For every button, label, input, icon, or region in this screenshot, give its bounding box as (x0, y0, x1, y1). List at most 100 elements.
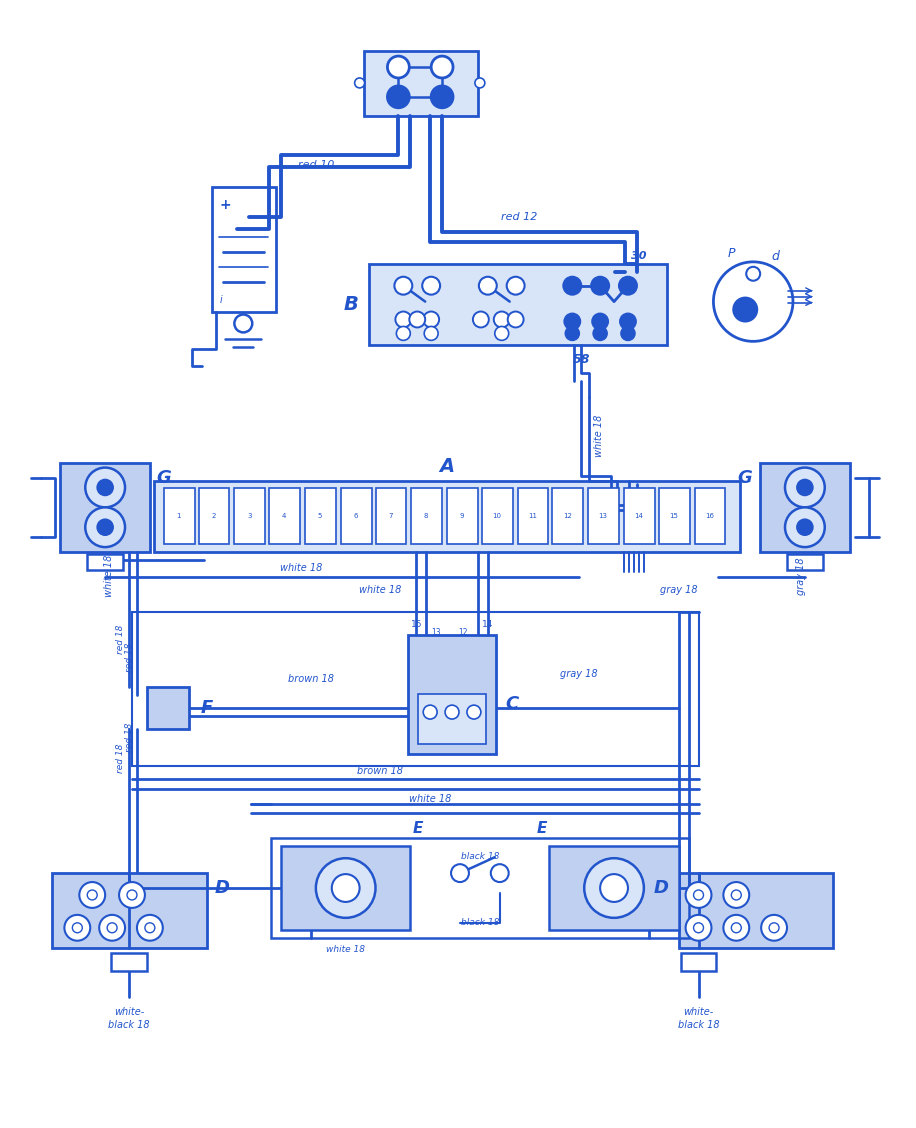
Circle shape (600, 874, 628, 902)
Text: 13: 13 (599, 513, 607, 519)
Circle shape (137, 915, 163, 941)
Circle shape (564, 314, 580, 329)
Text: 6: 6 (354, 513, 358, 519)
Text: black 18: black 18 (461, 918, 499, 927)
Text: white 18: white 18 (359, 584, 401, 594)
Circle shape (479, 276, 496, 294)
Text: D: D (215, 879, 230, 897)
FancyBboxPatch shape (212, 187, 276, 311)
Text: white 18: white 18 (409, 794, 452, 803)
FancyBboxPatch shape (60, 462, 150, 552)
Text: 11: 11 (528, 513, 537, 519)
FancyBboxPatch shape (147, 687, 189, 729)
Circle shape (451, 864, 469, 882)
Circle shape (396, 311, 411, 327)
FancyBboxPatch shape (411, 488, 442, 544)
Circle shape (97, 479, 113, 495)
Circle shape (685, 915, 712, 941)
FancyBboxPatch shape (588, 488, 619, 544)
Text: black 18: black 18 (108, 1020, 150, 1030)
Text: +: + (220, 199, 231, 212)
Text: white 18: white 18 (279, 563, 322, 573)
Text: E: E (413, 821, 423, 836)
Text: 58: 58 (572, 353, 590, 365)
Circle shape (714, 262, 793, 342)
FancyBboxPatch shape (111, 953, 147, 970)
Circle shape (467, 705, 481, 719)
Circle shape (619, 276, 637, 294)
FancyBboxPatch shape (305, 488, 336, 544)
FancyBboxPatch shape (376, 488, 407, 544)
Circle shape (507, 311, 524, 327)
Text: 13: 13 (431, 628, 441, 637)
Text: 9: 9 (460, 513, 464, 519)
Text: white 18: white 18 (104, 555, 114, 597)
FancyBboxPatch shape (409, 635, 496, 754)
Text: red 10: red 10 (298, 160, 334, 170)
Text: B: B (344, 296, 358, 314)
Circle shape (387, 56, 409, 78)
FancyBboxPatch shape (269, 488, 300, 544)
Circle shape (422, 276, 440, 294)
Text: 4: 4 (282, 513, 286, 519)
FancyBboxPatch shape (199, 488, 229, 544)
Text: white 18: white 18 (594, 415, 605, 457)
Text: gray 18: gray 18 (660, 584, 697, 594)
Circle shape (99, 915, 125, 941)
Circle shape (423, 705, 437, 719)
Text: G: G (736, 468, 752, 486)
Text: E: E (536, 821, 547, 836)
Circle shape (409, 311, 425, 327)
FancyBboxPatch shape (341, 488, 372, 544)
Text: 15: 15 (410, 620, 422, 629)
Text: 16: 16 (705, 513, 714, 519)
Text: white 18: white 18 (326, 945, 365, 954)
FancyBboxPatch shape (52, 873, 206, 948)
Circle shape (621, 326, 635, 341)
Circle shape (64, 915, 91, 941)
Circle shape (234, 315, 252, 333)
FancyBboxPatch shape (368, 264, 667, 345)
FancyBboxPatch shape (552, 488, 583, 544)
Circle shape (685, 882, 712, 908)
Circle shape (423, 311, 439, 327)
FancyBboxPatch shape (679, 873, 833, 948)
FancyBboxPatch shape (550, 846, 679, 929)
Circle shape (431, 86, 453, 108)
Circle shape (424, 326, 438, 341)
Circle shape (747, 267, 760, 281)
Text: white-: white- (114, 1007, 144, 1017)
Text: 10: 10 (492, 513, 501, 519)
FancyBboxPatch shape (419, 694, 485, 743)
Text: 5: 5 (318, 513, 322, 519)
Text: 14: 14 (635, 513, 643, 519)
Circle shape (97, 519, 113, 535)
Circle shape (734, 298, 758, 321)
FancyBboxPatch shape (760, 462, 850, 552)
Circle shape (474, 78, 485, 88)
Circle shape (445, 705, 459, 719)
Text: red 18: red 18 (125, 722, 134, 751)
FancyBboxPatch shape (482, 488, 513, 544)
Circle shape (507, 276, 525, 294)
Circle shape (80, 882, 105, 908)
Circle shape (785, 508, 824, 547)
Circle shape (316, 858, 376, 918)
Circle shape (592, 314, 608, 329)
Text: 2: 2 (212, 513, 215, 519)
Circle shape (584, 858, 644, 918)
FancyBboxPatch shape (87, 554, 123, 570)
Text: D: D (653, 879, 669, 897)
Text: brown 18: brown 18 (357, 766, 403, 776)
Circle shape (119, 882, 145, 908)
Circle shape (724, 882, 749, 908)
Text: red 18: red 18 (125, 643, 134, 672)
Text: red 18: red 18 (115, 744, 125, 774)
Text: P: P (727, 247, 735, 261)
Text: d: d (771, 250, 779, 263)
Text: 3: 3 (247, 513, 252, 519)
Text: F: F (201, 699, 213, 717)
FancyBboxPatch shape (164, 488, 194, 544)
Circle shape (620, 314, 636, 329)
Circle shape (565, 326, 579, 341)
